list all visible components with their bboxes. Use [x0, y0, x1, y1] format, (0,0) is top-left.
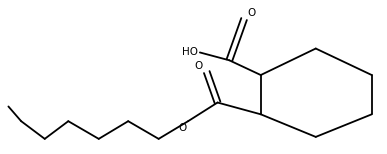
Text: HO: HO — [182, 47, 198, 57]
Text: O: O — [247, 8, 255, 18]
Text: O: O — [195, 61, 203, 71]
Text: O: O — [178, 123, 186, 133]
